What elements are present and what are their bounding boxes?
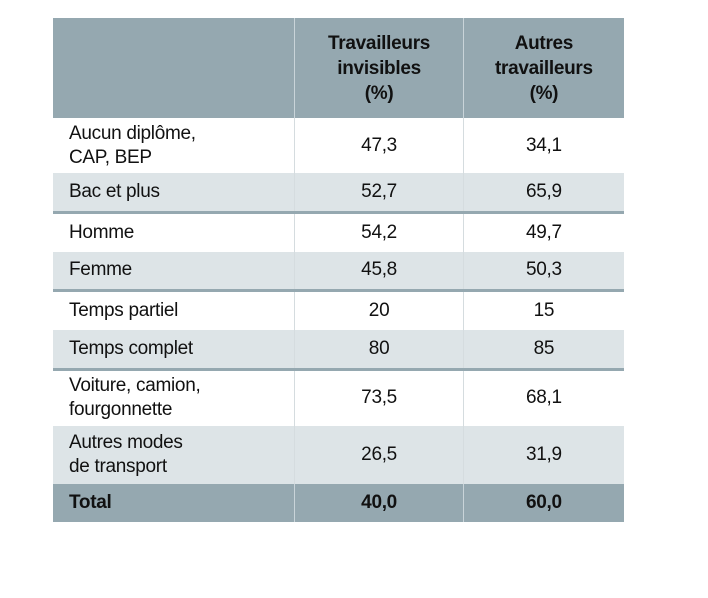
cell-invisibles: 54,2 bbox=[294, 210, 464, 252]
row-label: Temps partiel bbox=[53, 288, 295, 330]
cell-autres: 31,9 bbox=[462, 426, 624, 484]
cell-autres: 34,1 bbox=[462, 118, 624, 173]
header-line: Travailleurs bbox=[328, 32, 431, 54]
header-travailleurs-invisibles: Travailleurs invisibles (%) bbox=[294, 18, 464, 118]
label-line: CAP, BEP bbox=[69, 146, 152, 168]
table-row: Homme 54,2 49,7 bbox=[53, 210, 624, 252]
data-table: Travailleurs invisibles (%) Autres trava… bbox=[53, 18, 624, 522]
row-label: Voiture, camion, fourgonnette bbox=[53, 367, 295, 426]
table-row: Bac et plus 52,7 65,9 bbox=[53, 173, 624, 212]
header-line: invisibles bbox=[337, 57, 421, 79]
label-line: Autres modes bbox=[69, 432, 183, 453]
cell-invisibles: 20 bbox=[294, 288, 464, 330]
label-line: Voiture, camion, bbox=[69, 375, 201, 397]
header-autres-travailleurs: Autres travailleurs (%) bbox=[462, 18, 624, 118]
table-row: Voiture, camion, fourgonnette 73,5 68,1 bbox=[53, 367, 624, 426]
row-label: Autres modes de transport bbox=[53, 426, 295, 484]
table-row: Temps complet 80 85 bbox=[53, 330, 624, 369]
row-label: Femme bbox=[53, 252, 295, 290]
row-label: Aucun diplôme, CAP, BEP bbox=[53, 118, 295, 173]
cell-autres: 15 bbox=[462, 288, 624, 330]
cell-autres: 65,9 bbox=[462, 173, 624, 212]
total-autres: 60,0 bbox=[462, 484, 624, 522]
table-row: Autres modes de transport 26,5 31,9 bbox=[53, 426, 624, 484]
label-line: de transport bbox=[69, 456, 167, 477]
label-line: Aucun diplôme, bbox=[69, 122, 196, 144]
cell-invisibles: 52,7 bbox=[294, 173, 464, 212]
cell-invisibles: 47,3 bbox=[294, 118, 464, 173]
label-line: fourgonnette bbox=[69, 399, 173, 421]
header-line: travailleurs bbox=[494, 57, 593, 79]
total-row: Total 40,0 60,0 bbox=[53, 484, 624, 522]
header-line: (%) bbox=[529, 82, 559, 104]
cell-autres: 68,1 bbox=[462, 367, 624, 426]
cell-invisibles: 45,8 bbox=[294, 252, 464, 290]
table-row: Femme 45,8 50,3 bbox=[53, 252, 624, 290]
row-label: Bac et plus bbox=[53, 173, 295, 212]
total-label: Total bbox=[53, 484, 295, 522]
table-row: Temps partiel 20 15 bbox=[53, 288, 624, 330]
cell-autres: 85 bbox=[462, 330, 624, 369]
table-row: Aucun diplôme, CAP, BEP 47,3 34,1 bbox=[53, 118, 624, 173]
cell-autres: 49,7 bbox=[462, 210, 624, 252]
cell-invisibles: 73,5 bbox=[294, 367, 464, 426]
header-line: Autres bbox=[514, 32, 574, 54]
cell-invisibles: 80 bbox=[294, 330, 464, 369]
row-label: Temps complet bbox=[53, 330, 295, 369]
header-row: Travailleurs invisibles (%) Autres trava… bbox=[53, 18, 624, 118]
cell-autres: 50,3 bbox=[462, 252, 624, 290]
header-line: (%) bbox=[364, 82, 394, 104]
total-invisibles: 40,0 bbox=[294, 484, 464, 522]
cell-invisibles: 26,5 bbox=[294, 426, 464, 484]
header-empty bbox=[53, 18, 295, 118]
row-label: Homme bbox=[53, 210, 295, 252]
